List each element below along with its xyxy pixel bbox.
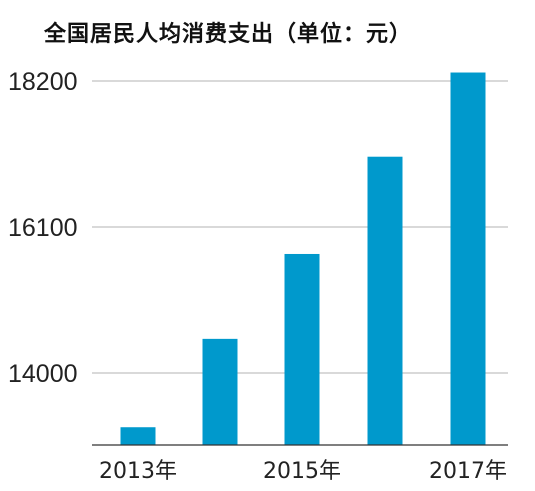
- x-tick-label: 2015年: [263, 459, 341, 484]
- y-tick-label: 14000: [8, 360, 78, 388]
- bar: [202, 338, 238, 445]
- bars: [120, 72, 486, 445]
- bar: [450, 72, 486, 445]
- x-tick-label: 2017年: [429, 459, 507, 484]
- x-tick-label: 2013年: [99, 459, 177, 484]
- x-tick-labels: 2013年 2015年 2017年: [99, 459, 507, 484]
- y-tick-labels: 14000 16100 18200: [8, 68, 78, 388]
- bar: [284, 253, 320, 445]
- y-tick-label: 18200: [8, 68, 78, 96]
- y-tick-label: 16100: [8, 214, 78, 242]
- bar: [120, 427, 156, 445]
- chart-title: 全国居民人均消费支出（单位：元）: [44, 22, 413, 47]
- bar: [367, 156, 403, 445]
